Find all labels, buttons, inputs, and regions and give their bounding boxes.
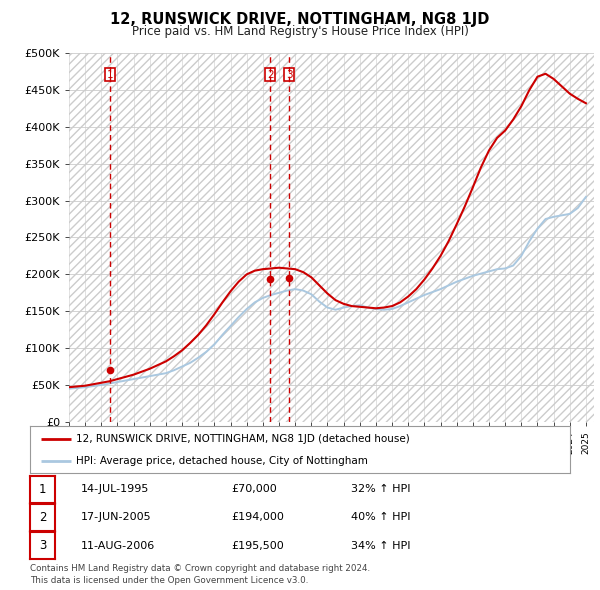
Text: 34% ↑ HPI: 34% ↑ HPI — [351, 541, 410, 550]
Text: 2: 2 — [39, 511, 46, 524]
Text: 12, RUNSWICK DRIVE, NOTTINGHAM, NG8 1JD: 12, RUNSWICK DRIVE, NOTTINGHAM, NG8 1JD — [110, 12, 490, 27]
Text: £194,000: £194,000 — [231, 513, 284, 522]
Text: Contains HM Land Registry data © Crown copyright and database right 2024.
This d: Contains HM Land Registry data © Crown c… — [30, 565, 370, 585]
Text: 11-AUG-2006: 11-AUG-2006 — [81, 541, 155, 550]
Text: 3: 3 — [39, 539, 46, 552]
Text: 14-JUL-1995: 14-JUL-1995 — [81, 484, 149, 494]
Text: 40% ↑ HPI: 40% ↑ HPI — [351, 513, 410, 522]
Text: 17-JUN-2005: 17-JUN-2005 — [81, 513, 152, 522]
Text: 2: 2 — [267, 70, 274, 80]
Text: HPI: Average price, detached house, City of Nottingham: HPI: Average price, detached house, City… — [76, 457, 368, 466]
Text: 1: 1 — [107, 70, 113, 80]
Text: 12, RUNSWICK DRIVE, NOTTINGHAM, NG8 1JD (detached house): 12, RUNSWICK DRIVE, NOTTINGHAM, NG8 1JD … — [76, 434, 410, 444]
Text: £70,000: £70,000 — [231, 484, 277, 494]
Text: 1: 1 — [39, 483, 46, 496]
Text: 32% ↑ HPI: 32% ↑ HPI — [351, 484, 410, 494]
Text: Price paid vs. HM Land Registry's House Price Index (HPI): Price paid vs. HM Land Registry's House … — [131, 25, 469, 38]
Text: 3: 3 — [286, 70, 292, 80]
Text: £195,500: £195,500 — [231, 541, 284, 550]
